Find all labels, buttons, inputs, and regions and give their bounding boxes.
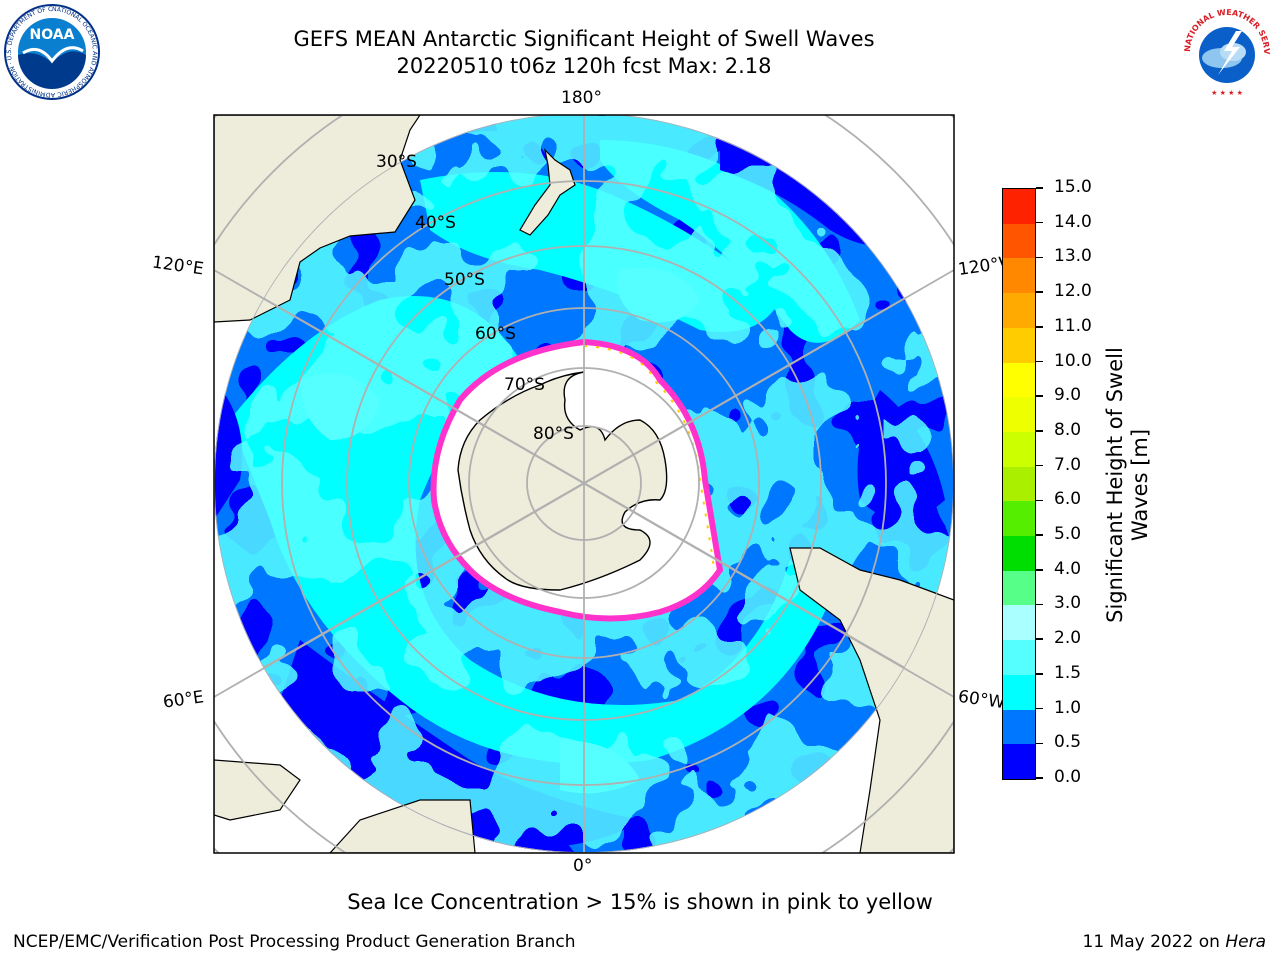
colorbar-tick-label: 1.5 — [1054, 662, 1082, 683]
colorbar-tick-label: 12.0 — [1054, 281, 1092, 302]
colorbar-tick-label: 2.0 — [1054, 628, 1082, 649]
colorbar-tick-label: 14.0 — [1054, 211, 1092, 232]
colorbar-segment — [1003, 674, 1035, 710]
colorbar-tick-label: 6.0 — [1054, 489, 1082, 510]
lat-label-50s: 50°S — [444, 270, 485, 290]
footer-host: Hera — [1225, 932, 1266, 952]
colorbar-tick-mark — [1036, 326, 1043, 328]
footer-right: 11 May 2022 on Hera — [1083, 932, 1267, 952]
colorbar-segment — [1003, 293, 1035, 328]
antarctica-land — [457, 371, 668, 591]
colorbar-segment — [1003, 466, 1035, 502]
colorbar-tick-mark — [1036, 291, 1043, 293]
noaa-logo-text: NOAA — [30, 27, 75, 43]
colorbar-tick-label: 7.0 — [1054, 454, 1082, 475]
colorbar-tick-label: 3.0 — [1054, 593, 1082, 614]
colorbar-tick-mark — [1036, 395, 1043, 397]
footer-date: 11 May 2022 on — [1082, 932, 1226, 952]
colorbar-tick-mark — [1036, 742, 1043, 745]
map-frame — [213, 114, 955, 854]
colorbar-tick-mark — [1036, 256, 1043, 259]
colorbar-tick-label: 0.5 — [1054, 732, 1082, 753]
colorbar-label: Significant Height of Swell Waves [m] — [1103, 347, 1152, 623]
sea-ice-caption: Sea Ice Concentration > 15% is shown in … — [347, 890, 933, 914]
nws-logo: NATIONAL WEATHER SERVICE ★ ★ ★ ★ — [1178, 3, 1274, 99]
colorbar-segment — [1003, 640, 1035, 675]
lat-label-40s: 40°S — [415, 213, 456, 233]
lon-label-180: 180° — [561, 88, 602, 108]
colorbar-segment — [1003, 536, 1035, 571]
colorbar — [1002, 188, 1036, 780]
colorbar-tick-mark — [1036, 638, 1043, 640]
colorbar-tick-label: 13.0 — [1054, 246, 1092, 267]
colorbar-tick-mark — [1036, 569, 1043, 571]
colorbar-tick-mark — [1036, 534, 1043, 536]
colorbar-tick-label: 15.0 — [1054, 177, 1092, 197]
colorbar-tick-label: 5.0 — [1054, 524, 1082, 545]
colorbar-segment — [1003, 431, 1035, 467]
colorbar-segment — [1003, 709, 1035, 745]
lat-label-80s: 80°S — [533, 424, 574, 444]
colorbar-tick-mark — [1036, 777, 1043, 779]
colorbar-tick-mark — [1036, 673, 1043, 675]
colorbar-segment — [1003, 744, 1035, 779]
noaa-logo: NATIONAL OCEANIC AND ATMOSPHERIC ADMINIS… — [3, 3, 100, 100]
chart-subtitle: 20220510 t06z 120h fcst Max: 2.18 — [396, 54, 772, 78]
colorbar-segment — [1003, 189, 1035, 224]
colorbar-segment — [1003, 223, 1035, 259]
lon-label-0: 0° — [573, 856, 593, 876]
lat-label-30s: 30°S — [376, 152, 417, 172]
colorbar-segment — [1003, 258, 1035, 294]
colorbar-tick-label: 10.0 — [1054, 350, 1092, 371]
lat-label-60s: 60°S — [475, 324, 516, 344]
colorbar-tick-label: 1.0 — [1054, 697, 1082, 718]
colorbar-segment — [1003, 501, 1035, 537]
colorbar-tick-mark — [1036, 603, 1043, 606]
colorbar-tick-mark — [1036, 360, 1043, 363]
colorbar-tick-label: 9.0 — [1054, 385, 1082, 406]
colorbar-tick-label: 4.0 — [1054, 558, 1082, 579]
colorbar-segment — [1003, 362, 1035, 398]
colorbar-tick-mark — [1036, 430, 1043, 432]
new-zealand-land — [519, 148, 576, 236]
colorbar-segment — [1003, 327, 1035, 363]
lat-label-70s: 70°S — [504, 375, 545, 395]
colorbar-tick-label: 11.0 — [1054, 315, 1092, 336]
colorbar-tick-mark — [1036, 707, 1043, 710]
colorbar-tick-mark — [1036, 187, 1043, 189]
footer-left: NCEP/EMC/Verification Post Processing Pr… — [13, 932, 576, 952]
chart-title: GEFS MEAN Antarctic Significant Height o… — [293, 27, 875, 51]
colorbar-segment — [1003, 605, 1035, 641]
svg-text:★ ★ ★ ★: ★ ★ ★ ★ — [1211, 89, 1243, 97]
colorbar-tick-label: 0.0 — [1054, 767, 1082, 787]
colorbar-segment — [1003, 570, 1035, 606]
colorbar-tick-label: 8.0 — [1054, 419, 1082, 440]
colorbar-tick-mark — [1036, 499, 1043, 502]
colorbar-tick-mark — [1036, 221, 1043, 224]
colorbar-segment — [1003, 397, 1035, 432]
colorbar-tick-mark — [1036, 464, 1043, 467]
